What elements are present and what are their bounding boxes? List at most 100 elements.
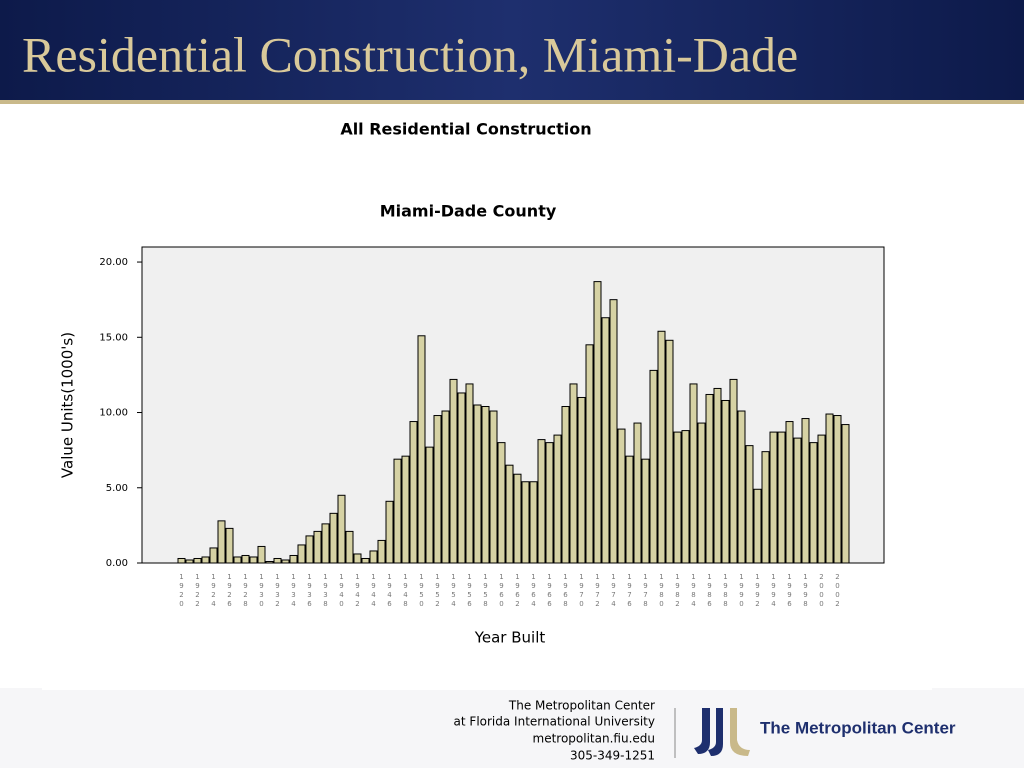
footer-line: The Metropolitan Center	[508, 699, 655, 713]
bar	[641, 458, 650, 564]
bar	[745, 445, 754, 564]
bar	[393, 458, 402, 564]
bar	[305, 535, 314, 564]
bar	[497, 442, 506, 564]
bar	[505, 464, 514, 564]
bar	[289, 554, 298, 564]
bar	[457, 392, 466, 564]
bar	[481, 406, 490, 564]
bar	[817, 434, 826, 564]
header-rule	[0, 100, 1024, 104]
bar	[465, 383, 474, 564]
bar	[657, 330, 666, 564]
y-tick-label: 0.00	[106, 558, 128, 569]
bar	[833, 415, 842, 564]
bar	[673, 431, 682, 564]
y-axis-label: Value Units(1000's)	[59, 332, 77, 478]
bar	[177, 557, 186, 564]
bar	[569, 383, 578, 564]
bar	[633, 422, 642, 564]
bar	[697, 422, 706, 564]
y-tick-label: 10.00	[99, 408, 128, 419]
bar	[361, 557, 370, 564]
footer-line: 305-349-1251	[570, 749, 655, 763]
bar	[241, 554, 250, 564]
bar	[537, 439, 546, 564]
bar	[225, 527, 234, 564]
bar	[257, 545, 266, 564]
bar	[561, 406, 570, 564]
bar	[801, 418, 810, 564]
bar	[649, 369, 658, 564]
bar	[529, 481, 538, 564]
footer-band	[0, 688, 1024, 768]
bar	[585, 344, 594, 564]
bar	[713, 387, 722, 564]
bar	[665, 339, 674, 564]
bar	[217, 520, 226, 564]
bar	[233, 556, 242, 564]
bar	[297, 544, 306, 564]
bar	[201, 556, 210, 564]
bar	[513, 473, 522, 564]
bar	[265, 560, 274, 564]
y-tick-label: 15.00	[99, 332, 128, 343]
bar	[369, 550, 378, 564]
bar	[193, 557, 202, 564]
bar	[249, 556, 258, 564]
bar	[441, 410, 450, 564]
bar	[809, 442, 818, 564]
bar	[825, 413, 834, 564]
slide-title: Residential Construction, Miami-Dade	[22, 26, 798, 82]
bar	[337, 494, 346, 564]
bar	[625, 455, 634, 564]
bar	[601, 317, 610, 564]
chart-subtitle: Miami-Dade County	[380, 202, 557, 221]
bar	[617, 428, 626, 564]
bar	[729, 378, 738, 564]
bar	[841, 424, 850, 564]
bar	[473, 404, 482, 564]
bar	[753, 488, 762, 564]
bar	[385, 500, 394, 564]
bar	[425, 446, 434, 564]
bar	[553, 434, 562, 564]
bar	[321, 523, 330, 564]
bar	[593, 281, 602, 564]
bar	[313, 530, 322, 564]
bar	[489, 410, 498, 564]
bar	[577, 396, 586, 564]
bar	[793, 437, 802, 564]
bar	[609, 299, 618, 564]
bar	[777, 431, 786, 564]
bar	[281, 559, 290, 564]
bar	[737, 410, 746, 564]
logo-text: The Metropolitan Center	[760, 718, 956, 737]
footer-line: metropolitan.fiu.edu	[533, 732, 655, 746]
